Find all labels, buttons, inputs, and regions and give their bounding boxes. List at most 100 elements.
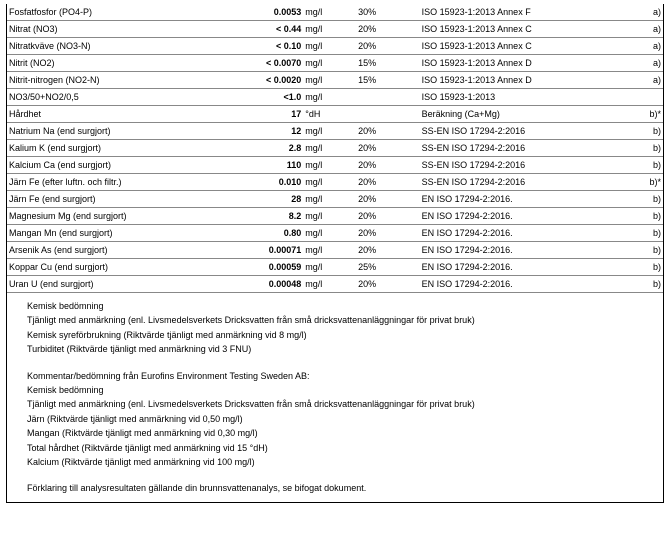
cell-param: Järn Fe (efter luftn. och filtr.) bbox=[7, 174, 219, 191]
analysis-table: Fosfatfosfor (PO4-P)0.0053mg/l30%ISO 159… bbox=[7, 4, 663, 293]
table-row: Magnesium Mg (end surgjort)8.2mg/l20%EN … bbox=[7, 208, 663, 225]
cell-pct: 20% bbox=[356, 225, 419, 242]
cell-unit: mg/l bbox=[303, 89, 356, 106]
cell-value: < 0.0020 bbox=[219, 72, 304, 89]
cell-value: 17 bbox=[219, 106, 304, 123]
cell-value: 2.8 bbox=[219, 140, 304, 157]
cell-value: 0.80 bbox=[219, 225, 304, 242]
note-line: Förklaring till analysresultaten gälland… bbox=[27, 481, 663, 495]
cell-unit: °dH bbox=[303, 106, 356, 123]
cell-pct: 20% bbox=[356, 174, 419, 191]
cell-param: Fosfatfosfor (PO4-P) bbox=[7, 4, 219, 21]
table-row: Nitrit (NO2)< 0.0070mg/l15%ISO 15923-1:2… bbox=[7, 55, 663, 72]
cell-value: 0.00048 bbox=[219, 276, 304, 293]
cell-unit: mg/l bbox=[303, 72, 356, 89]
cell-pct: 20% bbox=[356, 38, 419, 55]
cell-value: < 0.10 bbox=[219, 38, 304, 55]
cell-method: ISO 15923-1:2013 Annex C bbox=[420, 21, 632, 38]
cell-unit: mg/l bbox=[303, 208, 356, 225]
cell-unit: mg/l bbox=[303, 140, 356, 157]
table-row: Natrium Na (end surgjort)12mg/l20%SS-EN … bbox=[7, 123, 663, 140]
cell-method: SS-EN ISO 17294-2:2016 bbox=[420, 140, 632, 157]
cell-note: a) bbox=[631, 4, 663, 21]
cell-unit: mg/l bbox=[303, 191, 356, 208]
table-row: Nitratkväve (NO3-N)< 0.10mg/l20%ISO 1592… bbox=[7, 38, 663, 55]
note-line: Tjänligt med anmärkning (enl. Livsmedels… bbox=[27, 397, 663, 411]
table-row: Arsenik As (end surgjort)0.00071mg/l20%E… bbox=[7, 242, 663, 259]
cell-param: Nitrit-nitrogen (NO2-N) bbox=[7, 72, 219, 89]
cell-param: Nitratkväve (NO3-N) bbox=[7, 38, 219, 55]
cell-method: EN ISO 17294-2:2016. bbox=[420, 276, 632, 293]
cell-method: Beräkning (Ca+Mg) bbox=[420, 106, 632, 123]
cell-value: 0.00071 bbox=[219, 242, 304, 259]
cell-method: SS-EN ISO 17294-2:2016 bbox=[420, 157, 632, 174]
cell-note: b) bbox=[631, 259, 663, 276]
cell-param: Kalcium Ca (end surgjort) bbox=[7, 157, 219, 174]
cell-param: Nitrit (NO2) bbox=[7, 55, 219, 72]
cell-param: Arsenik As (end surgjort) bbox=[7, 242, 219, 259]
cell-param: Natrium Na (end surgjort) bbox=[7, 123, 219, 140]
cell-method: ISO 15923-1:2013 Annex C bbox=[420, 38, 632, 55]
cell-pct: 20% bbox=[356, 123, 419, 140]
table-row: Kalium K (end surgjort)2.8mg/l20%SS-EN I… bbox=[7, 140, 663, 157]
cell-value: 8.2 bbox=[219, 208, 304, 225]
note-line: Kommentar/bedömning från Eurofins Enviro… bbox=[27, 369, 663, 383]
note-line: Tjänligt med anmärkning (enl. Livsmedels… bbox=[27, 313, 663, 327]
notes-section: Kemisk bedömningTjänligt med anmärkning … bbox=[7, 293, 663, 496]
report-container: Fosfatfosfor (PO4-P)0.0053mg/l30%ISO 159… bbox=[6, 4, 664, 503]
table-row: Uran U (end surgjort)0.00048mg/l20%EN IS… bbox=[7, 276, 663, 293]
note-line: Kalcium (Riktvärde tjänligt med anmärkni… bbox=[27, 455, 663, 469]
cell-param: Magnesium Mg (end surgjort) bbox=[7, 208, 219, 225]
cell-note: b) bbox=[631, 191, 663, 208]
cell-note: a) bbox=[631, 72, 663, 89]
cell-method: ISO 15923-1:2013 Annex D bbox=[420, 72, 632, 89]
cell-param: NO3/50+NO2/0,5 bbox=[7, 89, 219, 106]
cell-unit: mg/l bbox=[303, 157, 356, 174]
cell-method: ISO 15923-1:2013 Annex D bbox=[420, 55, 632, 72]
table-row: Nitrat (NO3)< 0.44mg/l20%ISO 15923-1:201… bbox=[7, 21, 663, 38]
cell-value: < 0.0070 bbox=[219, 55, 304, 72]
cell-note: b) bbox=[631, 225, 663, 242]
cell-pct: 20% bbox=[356, 276, 419, 293]
note-line: Kemisk syreförbrukning (Riktvärde tjänli… bbox=[27, 328, 663, 342]
cell-pct: 20% bbox=[356, 208, 419, 225]
cell-value: 0.0053 bbox=[219, 4, 304, 21]
table-row: Hårdhet17°dHBeräkning (Ca+Mg)b)* bbox=[7, 106, 663, 123]
cell-param: Kalium K (end surgjort) bbox=[7, 140, 219, 157]
cell-value: 28 bbox=[219, 191, 304, 208]
cell-method: SS-EN ISO 17294-2:2016 bbox=[420, 123, 632, 140]
table-row: NO3/50+NO2/0,5<1.0mg/lISO 15923-1:2013 bbox=[7, 89, 663, 106]
cell-note: a) bbox=[631, 38, 663, 55]
cell-note bbox=[631, 89, 663, 106]
cell-pct bbox=[356, 89, 419, 106]
cell-method: EN ISO 17294-2:2016. bbox=[420, 208, 632, 225]
cell-note: b) bbox=[631, 157, 663, 174]
cell-param: Hårdhet bbox=[7, 106, 219, 123]
cell-method: SS-EN ISO 17294-2:2016 bbox=[420, 174, 632, 191]
cell-pct: 20% bbox=[356, 140, 419, 157]
cell-pct: 15% bbox=[356, 55, 419, 72]
table-row: Mangan Mn (end surgjort)0.80mg/l20%EN IS… bbox=[7, 225, 663, 242]
note-line: Kemisk bedömning bbox=[27, 383, 663, 397]
cell-note: b) bbox=[631, 140, 663, 157]
note-line: Total hårdhet (Riktvärde tjänligt med an… bbox=[27, 441, 663, 455]
cell-method: EN ISO 17294-2:2016. bbox=[420, 242, 632, 259]
cell-unit: mg/l bbox=[303, 21, 356, 38]
cell-note: b) bbox=[631, 242, 663, 259]
cell-value: <1.0 bbox=[219, 89, 304, 106]
table-row: Kalcium Ca (end surgjort)110mg/l20%SS-EN… bbox=[7, 157, 663, 174]
cell-unit: mg/l bbox=[303, 242, 356, 259]
cell-note: a) bbox=[631, 55, 663, 72]
cell-note: b)* bbox=[631, 174, 663, 191]
cell-unit: mg/l bbox=[303, 38, 356, 55]
cell-pct: 15% bbox=[356, 72, 419, 89]
cell-unit: mg/l bbox=[303, 4, 356, 21]
cell-method: EN ISO 17294-2:2016. bbox=[420, 225, 632, 242]
cell-value: 110 bbox=[219, 157, 304, 174]
cell-method: EN ISO 17294-2:2016. bbox=[420, 191, 632, 208]
note-line: Kemisk bedömning bbox=[27, 299, 663, 313]
cell-note: a) bbox=[631, 21, 663, 38]
cell-value: 0.010 bbox=[219, 174, 304, 191]
cell-unit: mg/l bbox=[303, 174, 356, 191]
cell-value: 0.00059 bbox=[219, 259, 304, 276]
